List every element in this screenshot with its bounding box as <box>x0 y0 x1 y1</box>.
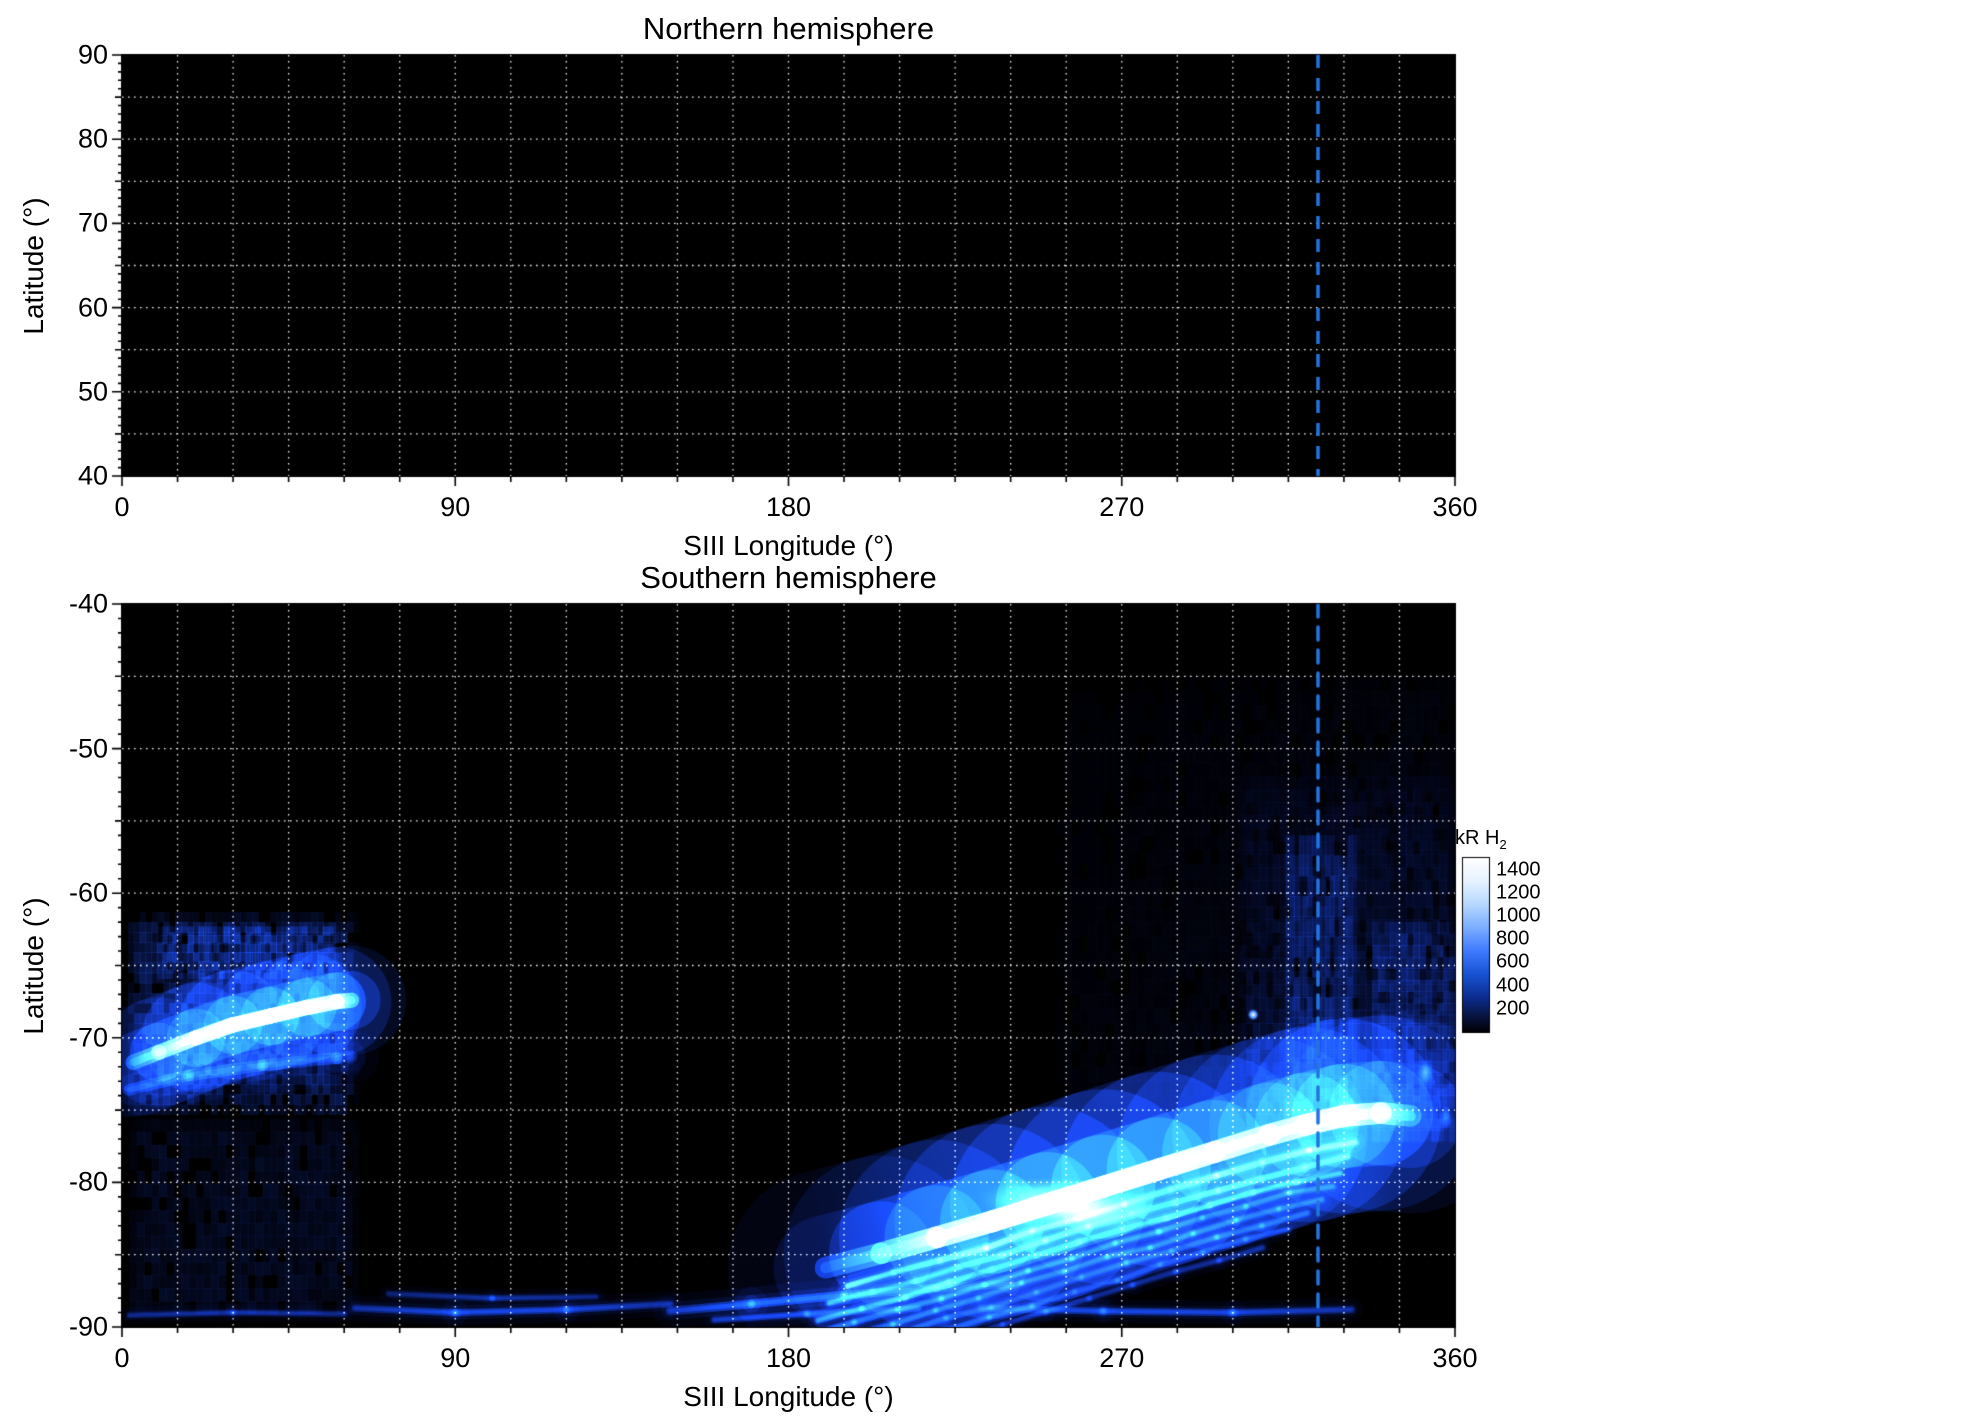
x-tick-label: 360 <box>1432 1343 1478 1373</box>
x-tick-label: 270 <box>1099 492 1145 522</box>
xaxis-label-north: SIII Longitude (°) <box>683 530 894 561</box>
colorbar-tick-label: 1400 <box>1496 858 1541 881</box>
x-tick-label: 180 <box>765 492 812 522</box>
colorbar-tick-label: 400 <box>1496 974 1530 997</box>
colorbar-title-subscript: 2 <box>1499 837 1507 852</box>
colorbar-tick-label: 1000 <box>1496 904 1541 927</box>
x-tick-label: 0 <box>114 492 130 522</box>
y-tick-label: -80 <box>68 1166 108 1197</box>
y-tick-label: 70 <box>77 207 108 238</box>
x-tick-label: 360 <box>1432 492 1478 522</box>
y-tick-label: -70 <box>68 1022 108 1053</box>
y-tick-label: 50 <box>77 376 108 407</box>
x-tick-label: 270 <box>1099 1343 1145 1373</box>
y-tick-label: -90 <box>68 1311 108 1342</box>
panel-title-north: Northern hemisphere <box>642 11 935 46</box>
x-tick-label: 180 <box>765 1343 812 1373</box>
yaxis-label-north: Latitude (°) <box>18 196 49 335</box>
yaxis-label-south: Latitude (°) <box>18 896 49 1035</box>
colorbar-tick-label: 1200 <box>1496 881 1541 904</box>
colorbar-title-text: kR H <box>1455 827 1500 849</box>
y-tick-label: 80 <box>77 123 108 154</box>
y-tick-label: 40 <box>77 460 108 491</box>
colorbar-title: kR H2 <box>1455 827 1507 852</box>
y-tick-label: -60 <box>68 877 108 908</box>
panel-title-south: Southern hemisphere <box>640 560 937 595</box>
colorbar-tick-label: 600 <box>1496 950 1530 973</box>
x-tick-label: 90 <box>440 1343 471 1373</box>
xaxis-label-south: SIII Longitude (°) <box>683 1381 894 1412</box>
y-tick-label: 90 <box>77 39 108 70</box>
colorbar-tick-label: 200 <box>1496 997 1530 1020</box>
colorbar-tick-label: 800 <box>1496 927 1530 950</box>
y-tick-label: 60 <box>77 292 108 323</box>
x-tick-label: 0 <box>114 1343 130 1373</box>
y-tick-label: -50 <box>68 733 108 764</box>
x-tick-label: 90 <box>440 492 471 522</box>
y-tick-label: -40 <box>68 588 108 619</box>
